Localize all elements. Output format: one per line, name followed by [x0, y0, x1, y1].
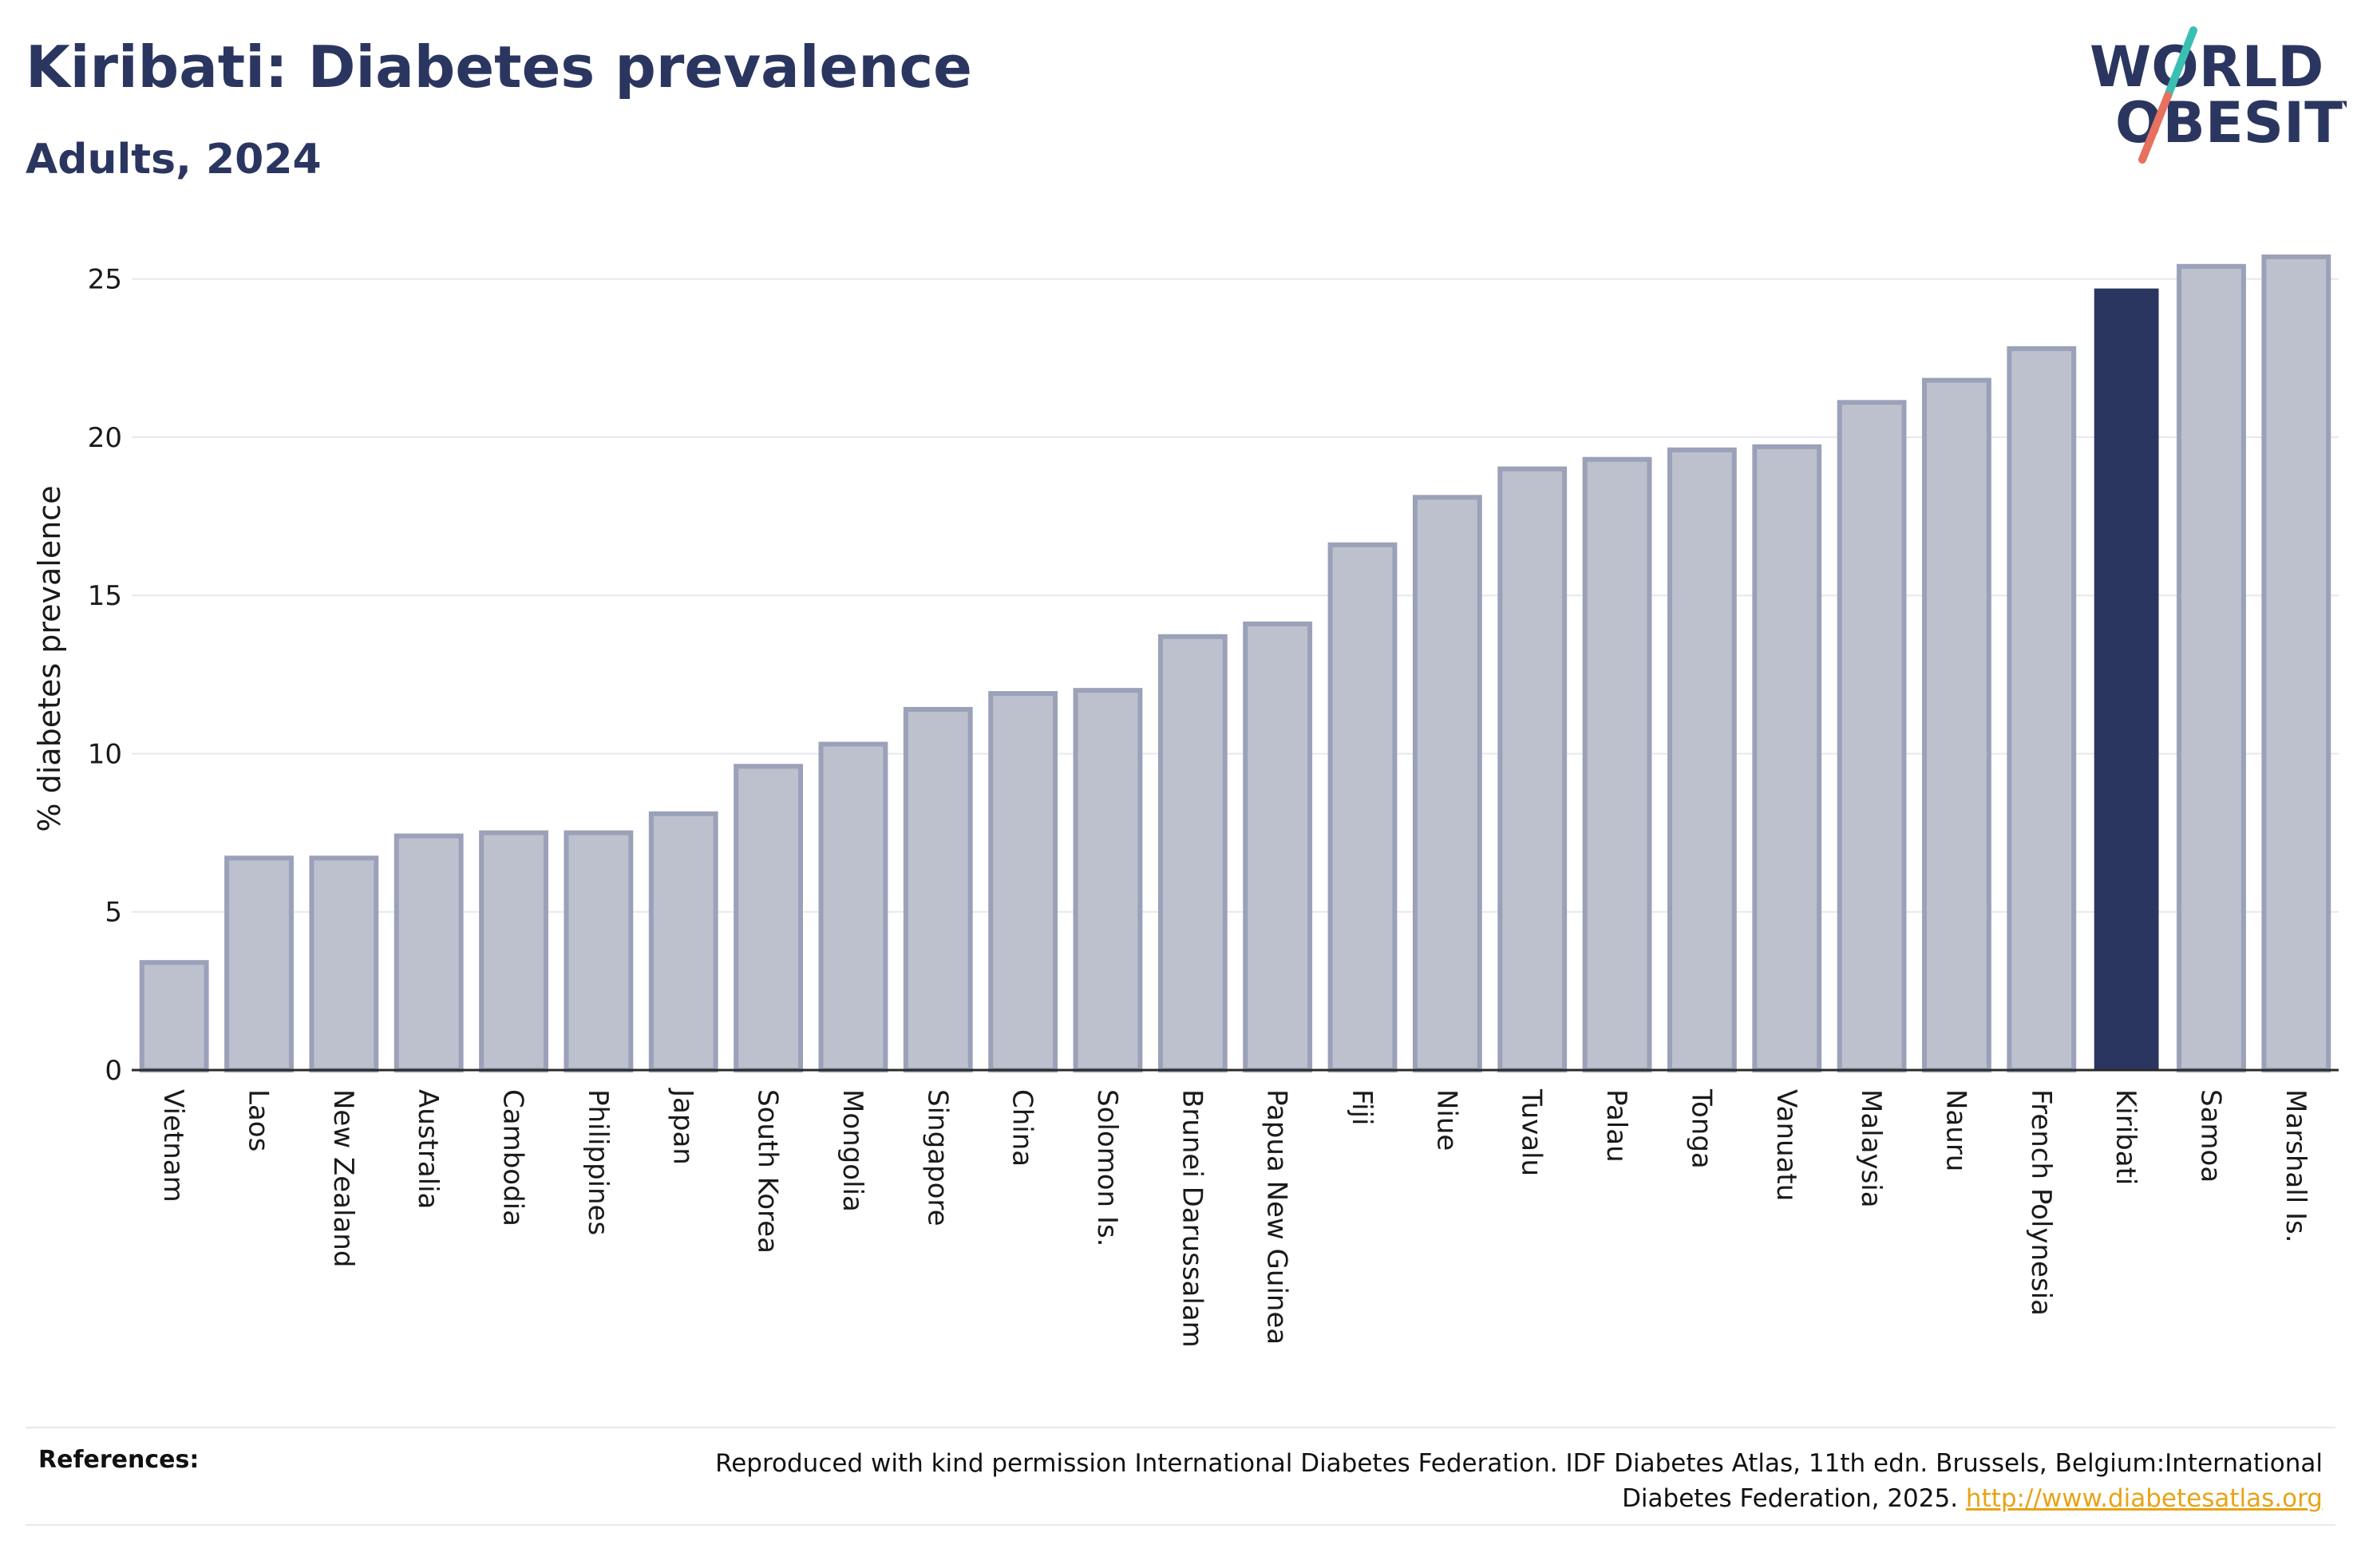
- bar-singapore: [903, 706, 973, 1072]
- x-tick-label: Tonga: [1685, 1088, 1717, 1169]
- bar-nauru: [1922, 377, 1991, 1073]
- x-tick-label: Singapore: [921, 1089, 953, 1226]
- y-axis-ticks: 0 5 10 15 20 25: [88, 264, 122, 1087]
- bars: [139, 254, 2331, 1073]
- y-tick-label: 25: [88, 264, 122, 296]
- x-tick-label: Samoa: [2194, 1089, 2226, 1183]
- bar-tonga: [1667, 447, 1737, 1072]
- bar-laos: [224, 855, 294, 1072]
- x-tick-label: Nauru: [1940, 1089, 1971, 1171]
- x-tick-label: Fiji: [1346, 1089, 1378, 1125]
- bar-fiji: [1327, 542, 1398, 1072]
- logo-slash-coral: [2138, 92, 2172, 164]
- x-tick-label: Vietnam: [157, 1089, 189, 1203]
- x-tick-label: French Polynesia: [2025, 1089, 2057, 1316]
- bar-palau: [1582, 456, 1652, 1072]
- x-tick-label: Niue: [1430, 1089, 1462, 1151]
- y-tick-label: 0: [105, 1055, 122, 1087]
- bar-brunei-darussalam: [1157, 634, 1228, 1072]
- x-tick-label: Papua New Guinea: [1261, 1089, 1293, 1345]
- bar-mongolia: [818, 741, 888, 1072]
- references-text: Reproduced with kind permission Internat…: [647, 1446, 2323, 1516]
- x-tick-label: Palau: [1600, 1089, 1632, 1163]
- x-tick-label: Japan: [666, 1088, 698, 1165]
- y-tick-label: 15: [88, 580, 122, 612]
- bar-papua-new-guinea: [1243, 621, 1313, 1072]
- y-tick-label: 5: [105, 897, 122, 929]
- chart-subtitle: Adults, 2024: [26, 136, 322, 184]
- y-tick-label: 20: [88, 422, 122, 454]
- x-tick-label: New Zealand: [327, 1089, 359, 1267]
- x-tick-label: Brunei Darussalam: [1176, 1089, 1208, 1348]
- x-tick-label: Laos: [243, 1089, 275, 1151]
- bar-australia: [394, 833, 464, 1072]
- bar-niue: [1412, 495, 1482, 1072]
- bar-malaysia: [1837, 400, 1907, 1072]
- bar-marshall-is: [2261, 254, 2331, 1072]
- bar-samoa: [2177, 263, 2246, 1073]
- world-obesity-logo: WORLD OBESITY: [2090, 26, 2347, 164]
- bar-south-korea: [734, 764, 804, 1072]
- bar-vietnam: [139, 960, 209, 1073]
- bar-french-polynesia: [2007, 346, 2077, 1072]
- x-tick-label: Marshall Is.: [2280, 1089, 2312, 1243]
- x-tick-label: Philippines: [582, 1089, 614, 1235]
- logo-slash-teal: [2164, 26, 2197, 100]
- x-tick-label: Cambodia: [497, 1089, 529, 1226]
- y-tick-label: 10: [88, 738, 122, 770]
- bar-tuvalu: [1497, 466, 1568, 1073]
- bar-cambodia: [479, 830, 548, 1072]
- x-tick-label: China: [1006, 1089, 1038, 1167]
- bar-vanuatu: [1752, 444, 1822, 1073]
- y-axis-label: % diabetes prevalence: [32, 485, 67, 831]
- bar-japan: [648, 811, 718, 1072]
- bar-kiribati: [2094, 288, 2159, 1070]
- bar-chart: 0 5 10 15 20 25 Vietnam Laos New Zealand Austral…: [32, 254, 2339, 1348]
- x-tick-label: Malaysia: [1855, 1089, 1887, 1208]
- x-tick-label: Vanuatu: [1770, 1089, 1802, 1201]
- references-body: Reproduced with kind permission Internat…: [715, 1449, 2323, 1513]
- x-tick-label: South Korea: [752, 1089, 784, 1254]
- references-link[interactable]: http://www.diabetesatlas.org: [1965, 1484, 2323, 1513]
- x-tick-label: Mongolia: [836, 1089, 868, 1212]
- logo-line-world: WORLD: [2090, 34, 2323, 100]
- x-tick-label: Tuvalu: [1516, 1088, 1548, 1176]
- bar-new-zealand: [309, 855, 379, 1072]
- x-axis-labels: Vietnam Laos New Zealand Australia Cambodia P…: [157, 1088, 2312, 1348]
- footer-divider-bottom: [26, 1524, 2335, 1526]
- footer-divider-top: [26, 1427, 2335, 1428]
- x-tick-label: Solomon Is.: [1091, 1089, 1123, 1246]
- references-label: References:: [38, 1446, 200, 1474]
- x-tick-label: Kiribati: [2110, 1089, 2142, 1185]
- bar-china: [988, 691, 1058, 1072]
- bar-philippines: [564, 830, 634, 1072]
- chart-title: Kiribati: Diabetes prevalence: [26, 34, 972, 101]
- x-tick-label: Australia: [412, 1089, 444, 1209]
- bar-solomon-is: [1073, 688, 1143, 1073]
